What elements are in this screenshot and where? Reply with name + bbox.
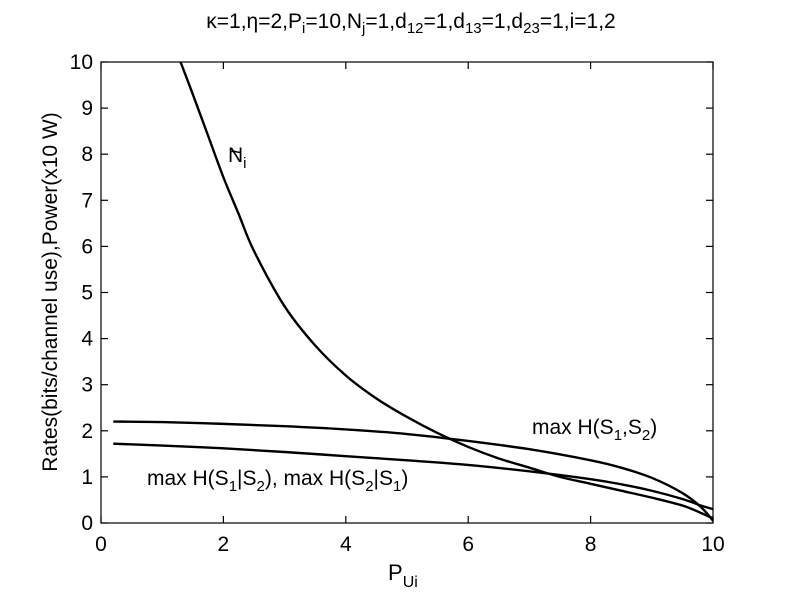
- y-axis-label: Rates(bits/channel use),Power(x10 W): [39, 112, 62, 471]
- series-max-h-conditional: [113, 442, 714, 511]
- x-axis-label: PUi: [388, 560, 418, 591]
- x-tick-label: 6: [462, 533, 474, 556]
- y-tick-label: 3: [81, 374, 93, 397]
- y-tick-label: 1: [81, 466, 93, 489]
- annotation-n-label: Ni: [228, 144, 247, 172]
- chart-title: κ=1,η=2,Pi=10,Nj=1,d12=1,d13=1,d23=1,i=1…: [206, 10, 615, 37]
- annotation-max-h-conditional: max H(S1|S2), max H(S2|S1): [147, 467, 408, 495]
- series-group: [113, 61, 714, 522]
- annotation-max-h-joint: max H(S1,S2): [532, 416, 657, 444]
- x-tick-label: 4: [340, 533, 352, 556]
- y-tick-label: 10: [70, 51, 93, 74]
- y-tick-label: 0: [81, 512, 93, 535]
- y-tick-label: 2: [81, 420, 93, 443]
- plot-area: [100, 61, 714, 524]
- y-tick-label: 5: [81, 282, 93, 305]
- y-tick-label: 7: [81, 189, 93, 212]
- y-tick-label: 9: [81, 97, 93, 120]
- y-axis: 0 1 2 3 4 5 6 7 8 9 10: [70, 51, 713, 535]
- annotation-n-tilde-i: ~ Ni: [228, 141, 247, 172]
- x-tick-label: 8: [585, 533, 597, 556]
- y-tick-label: 6: [81, 235, 93, 258]
- series-max-h-joint: [113, 420, 714, 522]
- annotation-n-tilde-mark: ~: [230, 141, 242, 164]
- y-tick-label: 8: [81, 143, 93, 166]
- x-tick-label: 2: [218, 533, 230, 556]
- series-n-tilde-i: [179, 61, 714, 520]
- x-tick-label: 0: [95, 533, 107, 556]
- y-tick-label: 4: [81, 328, 93, 351]
- x-tick-label: 10: [701, 533, 724, 556]
- x-axis: 0 2 4 6 8 10: [95, 62, 725, 556]
